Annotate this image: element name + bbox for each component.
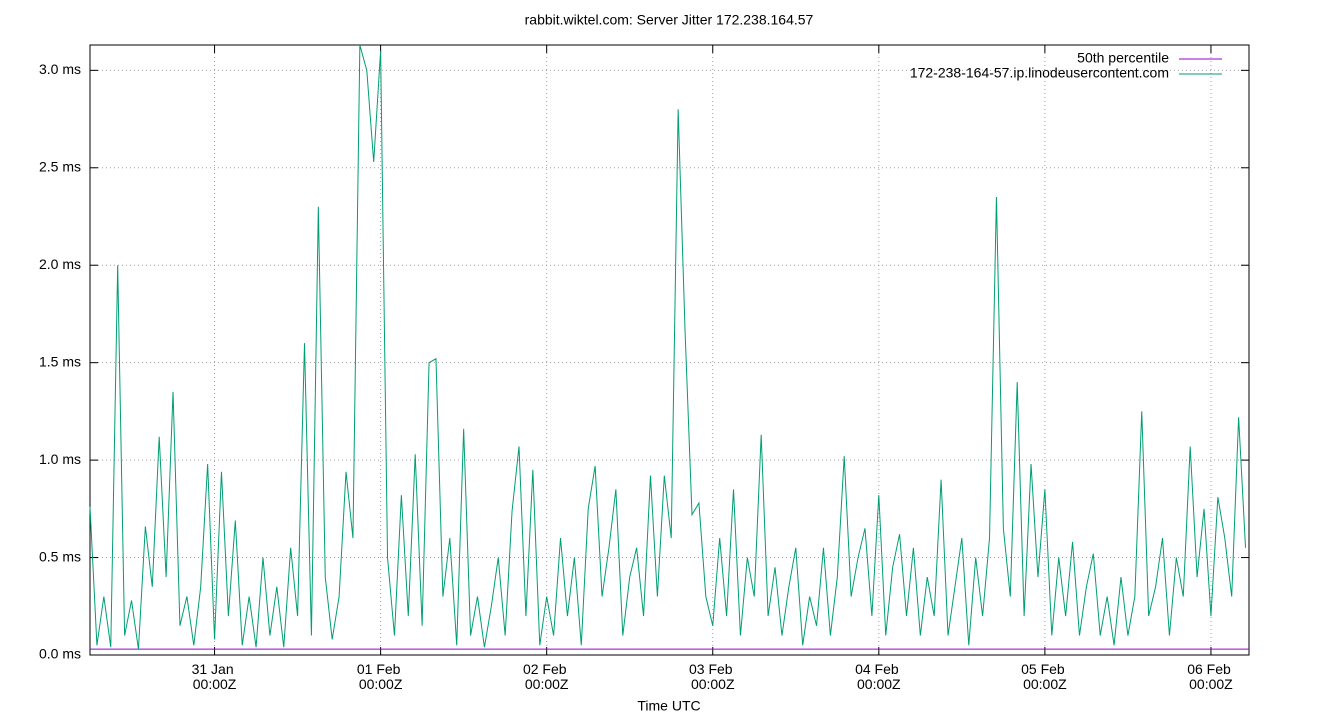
y-tick-label: 2.5 ms (39, 158, 81, 174)
series-line (89, 44, 1247, 650)
chart-title: rabbit.wiktel.com: Server Jitter 172.238… (525, 12, 814, 28)
legend-label: 172-238-164-57.ip.linodeusercontent.com (910, 65, 1169, 81)
legend-label: 50th percentile (1077, 50, 1169, 66)
x-tick-label: 05 Feb 00:00Z (1021, 661, 1068, 692)
plot-border (89, 44, 1250, 656)
x-tick-label: 02 Feb 00:00Z (523, 661, 570, 692)
y-tick-label: 1.5 ms (39, 353, 81, 369)
x-axis-label: Time UTC (637, 698, 700, 714)
y-tick-label: 2.0 ms (39, 256, 81, 272)
y-tick-label: 1.0 ms (39, 451, 81, 467)
y-tick-label: 0.5 ms (39, 548, 81, 564)
x-tick-label: 06 Feb 00:00Z (1187, 661, 1234, 692)
y-tick-label: 3.0 ms (39, 61, 81, 77)
x-tick-label: 03 Feb 00:00Z (689, 661, 736, 692)
x-tick-label: 01 Feb 00:00Z (357, 661, 404, 692)
y-tick-label: 0.0 ms (39, 646, 81, 662)
x-tick-label: 31 Jan 00:00Z (192, 661, 238, 692)
x-tick-label: 04 Feb 00:00Z (855, 661, 902, 692)
